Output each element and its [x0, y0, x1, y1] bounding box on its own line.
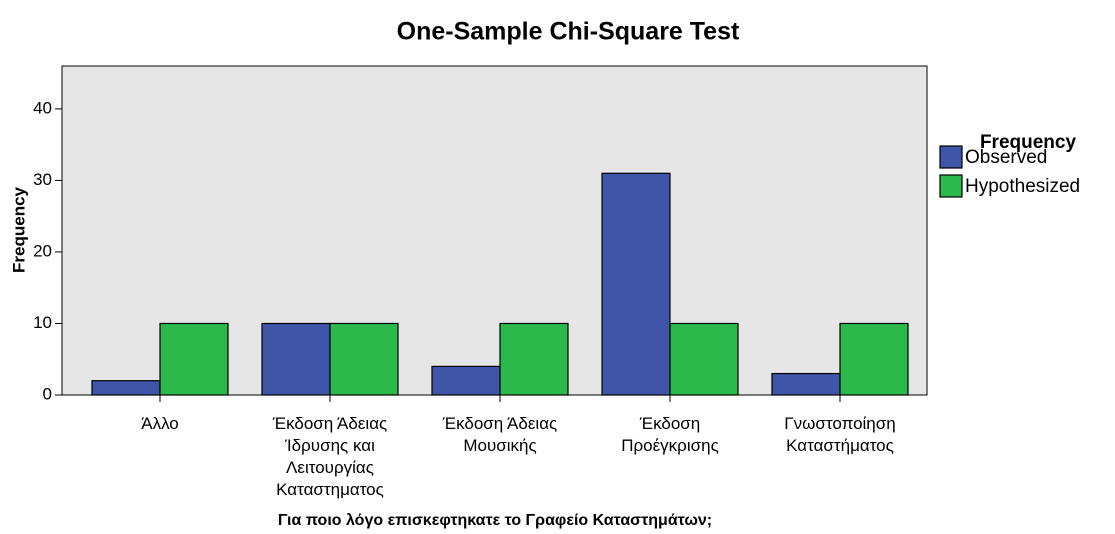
- bar: [771, 372, 841, 396]
- x-tick-label: Έκδοση Άδειας Ίδρυσης και Λειτουργίας Κατασ…: [272, 414, 387, 499]
- bar: [261, 322, 331, 396]
- y-tick-label: 20: [33, 241, 52, 260]
- bar: [329, 322, 399, 396]
- legend-label: Hypothesized: [965, 176, 1080, 197]
- y-axis-label: Frequency: [9, 186, 28, 273]
- bar: [159, 322, 229, 396]
- legend-label: Observed: [965, 147, 1047, 168]
- chart-title: One-Sample Chi-Square Test: [397, 18, 740, 46]
- bar: [431, 365, 501, 396]
- y-tick-label: 40: [33, 98, 52, 117]
- y-tick-label: 0: [43, 384, 52, 403]
- x-tick-label: Άλλο: [141, 414, 179, 433]
- bar: [91, 380, 161, 396]
- legend-swatch: [939, 145, 963, 169]
- y-tick-label: 10: [33, 313, 52, 332]
- x-tick-label: Έκδοση Άδειας Μουσικής: [442, 414, 557, 455]
- legend-swatch: [939, 174, 963, 198]
- y-tick-label: 30: [33, 170, 52, 189]
- bar: [669, 322, 739, 396]
- x-tick-label: Γνωστοποίηση Καταστήματος: [784, 414, 895, 455]
- x-axis-label: Για ποιο λόγο επισκεφτηκατε το Γραφείο Κ…: [278, 512, 712, 529]
- bar: [499, 322, 569, 396]
- x-tick-label: Έκδοση Προέγκρισης: [621, 414, 719, 455]
- legend-title: Frequency: [980, 132, 1077, 153]
- bar: [839, 322, 909, 396]
- bar: [601, 172, 671, 396]
